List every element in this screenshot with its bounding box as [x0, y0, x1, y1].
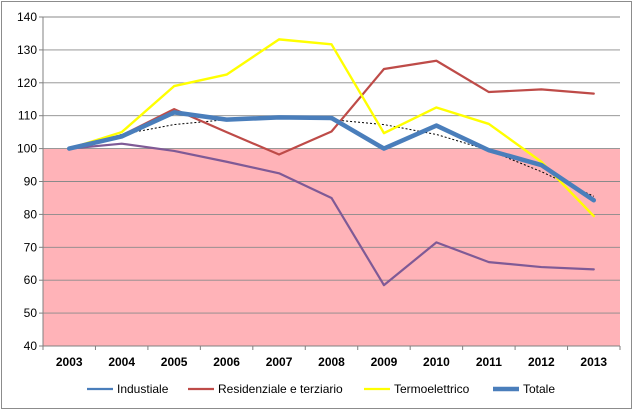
- legend-label-residenziale-e-terziario: Residenziale e terziario: [218, 382, 343, 396]
- x-tick-label-2010: 2010: [423, 355, 450, 369]
- series-line-termoelettrico: [68, 38, 595, 218]
- y-tick-label-130: 130: [17, 43, 37, 57]
- y-tick-label-120: 120: [17, 76, 37, 90]
- series-line-residenziale-e-terziario: [68, 59, 595, 156]
- y-tick-label-100: 100: [17, 142, 37, 156]
- x-tick-label-2005: 2005: [161, 355, 188, 369]
- x-tick-label-2006: 2006: [213, 355, 240, 369]
- y-tick-label-40: 40: [24, 339, 38, 353]
- x-tick-label-2013: 2013: [580, 355, 607, 369]
- legend-label-termoelettrico: Termoelettrico: [394, 382, 470, 396]
- y-tick-label-110: 110: [18, 109, 37, 123]
- x-tick-label-2008: 2008: [318, 355, 345, 369]
- x-tick-label-2009: 2009: [371, 355, 398, 369]
- x-tick-label-2004: 2004: [108, 355, 135, 369]
- series-line-industiale: [68, 142, 595, 287]
- series-line-totale: [66, 110, 597, 203]
- y-tick-label-90: 90: [24, 175, 38, 189]
- y-tick-label-60: 60: [24, 273, 38, 287]
- x-tick-label-2003: 2003: [56, 355, 83, 369]
- y-tick-label-140: 140: [17, 10, 37, 24]
- y-tick-label-80: 80: [24, 207, 38, 221]
- legend-label-industiale: Industiale: [117, 382, 169, 396]
- y-tick-label-50: 50: [24, 306, 38, 320]
- y-tick-label-70: 70: [24, 240, 38, 254]
- x-tick-label-2007: 2007: [266, 355, 293, 369]
- legend-label-totale: Totale: [523, 382, 555, 396]
- x-tick-label-2011: 2011: [476, 355, 502, 369]
- x-tick-label-2012: 2012: [528, 355, 555, 369]
